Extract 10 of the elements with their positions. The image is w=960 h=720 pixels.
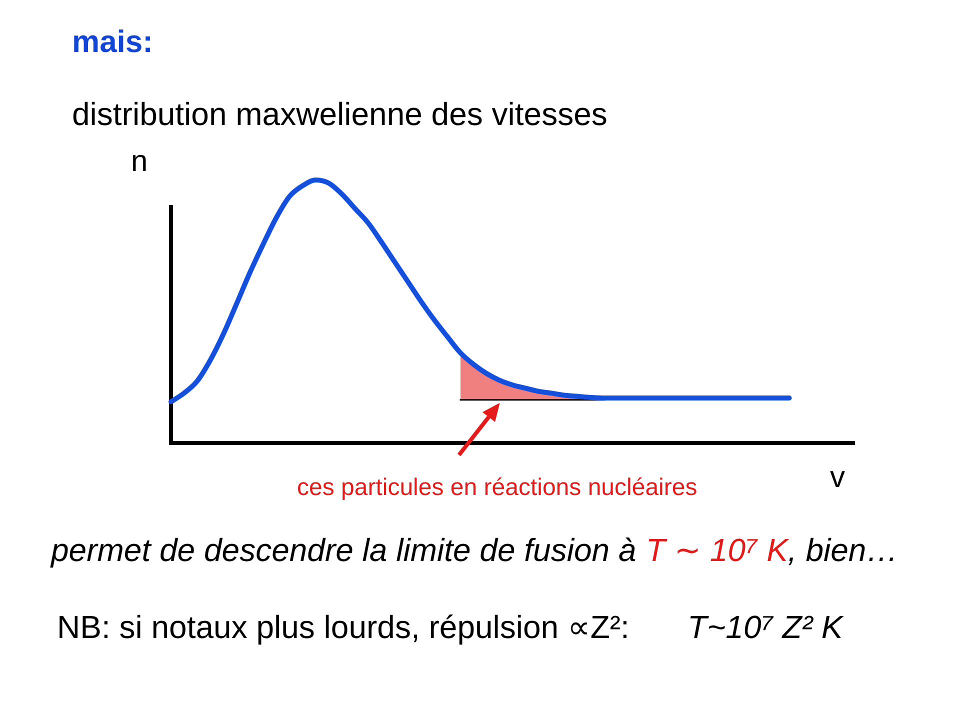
text: ces particules en réactions nucléaires [297,474,698,501]
text: T ∼ 10⁷ K [646,532,788,568]
text: , bien… [788,532,898,568]
y-axis-title: n [131,144,148,178]
text: NB: si notaux plus lourds, répulsion ∝Z²: [57,608,630,645]
chart-subtitle: distribution maxwelienne des vitesses [72,96,608,132]
text: T~10⁷ Z² K [687,608,843,645]
chart-title: mais: [72,24,153,59]
x-axis-title: v [830,460,845,494]
text: permet de descendre la limite de fusion à [51,532,636,568]
